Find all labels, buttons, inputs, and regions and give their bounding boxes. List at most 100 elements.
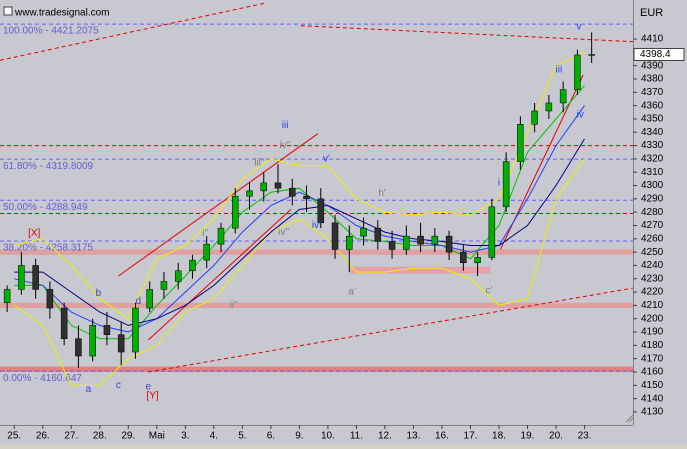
y-tick-label: 4230 (641, 273, 664, 284)
candle-body (574, 54, 581, 90)
candle-body (403, 235, 410, 250)
y-tick-label: 4190 (641, 327, 664, 338)
wave-label: iv (577, 110, 584, 121)
price-band (0, 302, 633, 309)
candle-body (260, 182, 267, 192)
candle-body (203, 243, 210, 261)
wave-label: [Y] (146, 391, 158, 402)
candle-body (146, 289, 153, 309)
wave-label: a' (348, 287, 356, 298)
x-tick-label: 4. (210, 431, 218, 442)
x-tick-label: 5. (238, 431, 246, 442)
y-tick-label: 4350 (641, 114, 664, 125)
wave-label: iii'' (254, 158, 265, 169)
candle-body (60, 307, 68, 339)
candle-body (488, 206, 496, 258)
candle-body (431, 235, 439, 245)
wave-label: iii (282, 120, 289, 131)
candle-body (588, 54, 595, 56)
trend-line (147, 209, 292, 341)
trend-line (118, 133, 319, 277)
candle-body (174, 270, 182, 282)
x-tick-label: 27. (64, 431, 78, 442)
indicator-line (14, 158, 585, 386)
y-tick-label: 4220 (641, 287, 664, 298)
logo-icon (3, 6, 13, 16)
candle-body (317, 198, 325, 224)
price-box (350, 266, 491, 274)
last-price-box (633, 47, 685, 61)
y-tick-label: 4170 (641, 353, 664, 364)
fib-label: 61.80% - 4319.8009 (3, 161, 94, 172)
wave-label: b (96, 288, 102, 299)
y-tick-label: 4200 (641, 313, 664, 324)
candle-body (217, 227, 225, 245)
candle-body (160, 281, 168, 290)
y-tick-label: 4260 (641, 233, 664, 244)
candle-body (474, 257, 481, 264)
x-tick-label: 29. (121, 431, 135, 442)
candle-body (89, 325, 96, 357)
wave-label: i (498, 178, 500, 189)
wave-label: c (116, 380, 121, 391)
x-tick-label: 25. (7, 431, 21, 442)
x-tick-label: 11. (350, 431, 363, 442)
x-tick-label: 13. (406, 431, 420, 442)
y-tick-label: 4270 (641, 220, 664, 231)
candle-body (289, 187, 296, 197)
y-tick-label: 4160 (641, 367, 664, 378)
candle-body (132, 307, 139, 353)
x-tick-label: 3. (181, 431, 189, 442)
y-tick-label: 4360 (641, 100, 664, 111)
candle-body (103, 325, 111, 335)
fib-label: 50.00% - 4288.949 (3, 202, 88, 213)
candle-body (374, 227, 382, 242)
y-tick-label: 4240 (641, 260, 664, 271)
plot-area: 100.00% - 4421.2075 61.80% - 4319.8009 50.… (0, 2, 633, 402)
wave-label: v (576, 22, 581, 33)
wave-label: e (145, 381, 151, 392)
y-tick-label: 4380 (641, 74, 664, 85)
candle-body (445, 235, 453, 253)
trend-line (148, 287, 633, 373)
wave-label: [X] (28, 228, 40, 239)
x-tick-label: Mai (149, 431, 165, 442)
candle-body (517, 124, 524, 162)
candle-body (559, 89, 567, 104)
x-tick-label: 6. (267, 431, 275, 442)
x-tick-label: 12. (378, 431, 392, 442)
wave-label: h' (378, 188, 386, 199)
candle-body (3, 289, 11, 303)
wave-label: iv'' (280, 140, 291, 151)
price-band (0, 366, 633, 372)
watermark: www.tradesignal.com (14, 8, 109, 19)
x-tick-label: 16. (435, 431, 449, 442)
wave-label: iv'' (278, 227, 289, 238)
candle-body (417, 235, 424, 245)
candle-body (531, 110, 538, 125)
y-tick-label: 4300 (641, 180, 664, 191)
wave-label: ii'' (230, 300, 238, 311)
wave-label: a (86, 384, 92, 395)
candle-body (117, 334, 125, 353)
last-price-label: 4398.4 (640, 49, 671, 60)
y-tick-label: 4150 (641, 380, 664, 391)
candle-body (231, 195, 239, 229)
wave-label: iv' (312, 220, 321, 231)
y-tick-label: 4290 (641, 193, 664, 204)
candle-body (460, 251, 467, 264)
fib-label: 38.20% - 4258.3175 (3, 243, 94, 254)
y-tick-label: 4250 (641, 247, 664, 258)
x-tick-label: 23. (578, 431, 592, 442)
x-tick-label: 10. (321, 431, 335, 442)
x-tick-label: 17. (464, 431, 478, 442)
wave-label: c' (486, 285, 493, 296)
fib-label: 0.00% - 4160.647 (3, 373, 82, 384)
wave-label: i'' (202, 228, 208, 239)
x-tick-label: 20. (549, 431, 563, 442)
price-band (0, 249, 633, 255)
candle-body (46, 289, 54, 309)
candle-body (32, 265, 39, 290)
